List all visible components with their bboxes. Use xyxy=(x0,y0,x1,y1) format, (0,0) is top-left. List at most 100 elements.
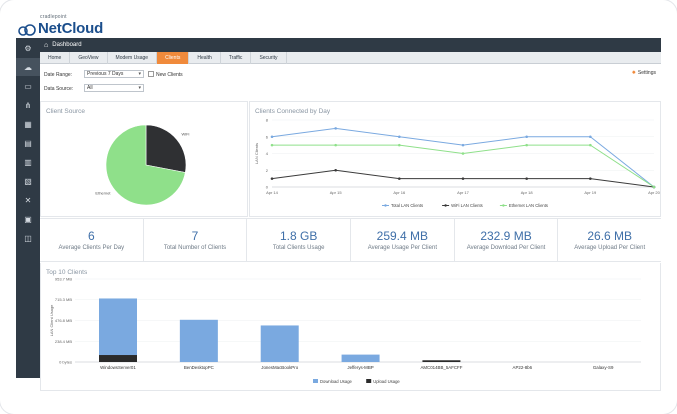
tab-security[interactable]: Security xyxy=(251,52,287,64)
sidebar: ⚙ ☁ ▭ ⋔ ▦ ▤ ▥ ▧ ✕ ▣ ◫ xyxy=(16,38,40,378)
stat-value: 6 xyxy=(87,229,95,243)
client-source-pie-chart: WiFi Ethernet xyxy=(95,124,190,206)
top-bar xyxy=(40,38,661,52)
stat-value: 259.4 MB xyxy=(376,229,429,243)
bar-upload xyxy=(422,360,461,362)
stat-value: 1.8 GB xyxy=(280,229,318,243)
clients-by-day-title: Clients Connected by Day xyxy=(255,108,331,115)
y-axis-label: LAN Client Usage xyxy=(49,304,54,337)
stat-label: Average Download Per Client xyxy=(466,245,546,251)
data-source-value: All xyxy=(87,85,93,91)
dashboard-cloud-icon[interactable]: ☁ xyxy=(16,58,40,76)
stat-value: 232.9 MB xyxy=(480,229,532,243)
date-range-value: Previous 7 Days xyxy=(87,71,124,77)
cloud-logo-icon xyxy=(18,24,36,36)
x-tick-label: Apr 19 xyxy=(584,190,597,195)
scheduler-icon[interactable]: ▣ xyxy=(24,214,32,224)
tools-icon[interactable]: ✕ xyxy=(24,195,32,205)
tab-modem-usage[interactable]: Modem Usage xyxy=(108,52,158,64)
client-source-panel: Client Source WiFi Ethernet xyxy=(40,101,248,217)
legend-label: Ethernet LAN Clients xyxy=(509,203,548,208)
bar-download xyxy=(99,298,137,362)
y-tick-label: 2 xyxy=(266,168,269,173)
y-tick-label: 0 bytes xyxy=(59,360,72,365)
series-point xyxy=(652,185,656,189)
brand-product: NetCloud xyxy=(38,20,104,37)
settings-gear-icon[interactable]: ⚙ xyxy=(24,43,32,53)
series-point xyxy=(525,143,528,147)
top-clients-title: Top 10 Clients xyxy=(46,269,88,276)
filter-bar: Date Range: Previous 7 Days ▾ New Client… xyxy=(44,70,662,98)
x-tick-label: JonesMacBookPro xyxy=(261,365,298,370)
tab-geoview[interactable]: GeoView xyxy=(70,52,108,64)
series-point xyxy=(461,143,465,147)
groups-icon[interactable]: ▦ xyxy=(24,119,32,129)
bar-download xyxy=(260,325,299,362)
tab-traffic[interactable]: Traffic xyxy=(221,52,252,64)
series-point xyxy=(461,177,465,180)
y-tick-label: 953.7 MB xyxy=(55,277,72,282)
legend-marker xyxy=(384,204,387,207)
series-point xyxy=(589,143,592,147)
clients-by-day-line-chart: 0 2 4 6 8 Apr 14 Apr 15 Apr 16 Apr 17 Apr 18 Apr 1… xyxy=(254,118,660,209)
network-share-icon[interactable]: ⋔ xyxy=(24,100,32,110)
home-icon[interactable]: ⌂ xyxy=(44,41,49,49)
tab-health[interactable]: Health xyxy=(189,52,221,64)
stat-label: Total Number of Clients xyxy=(163,245,227,251)
top-clients-panel: Top 10 Clients 0 bytes 238.4 MB 476.8 MB 71… xyxy=(40,263,661,391)
breadcrumb-label[interactable]: Dashboard xyxy=(52,42,82,48)
series-point xyxy=(589,177,592,180)
stat-avg-usage-per-client: 259.4 MB Average Usage Per Client xyxy=(351,219,455,261)
brand-company: cradlepoint xyxy=(40,14,67,20)
data-source-label: Data Source: xyxy=(44,86,74,92)
top-clients-bar-chart: 0 bytes 238.4 MB 476.8 MB 715.3 MB 953.7 MB L… xyxy=(49,277,641,384)
bar-download xyxy=(179,319,218,362)
stat-label: Average Clients Per Day xyxy=(58,245,125,251)
alerts-icon[interactable]: ▧ xyxy=(24,176,32,186)
stat-label: Average Upload Per Client xyxy=(574,245,646,251)
bar-download xyxy=(341,354,380,362)
stat-avg-download-per-client: 232.9 MB Average Download Per Client xyxy=(455,219,559,261)
tab-clients[interactable]: Clients xyxy=(157,52,190,64)
tab-home[interactable]: Home xyxy=(40,52,71,64)
series-point xyxy=(589,135,592,139)
document-icon[interactable]: ▤ xyxy=(24,138,32,148)
clients-by-day-panel: Clients Connected by Day 0 2 4 6 8 Apr 14 Apr … xyxy=(249,101,661,217)
new-clients-checkbox[interactable] xyxy=(148,71,154,77)
x-tick-label: AP22-8b6 xyxy=(513,365,533,370)
series-point xyxy=(270,143,274,147)
series-point xyxy=(334,143,337,147)
series-point xyxy=(270,135,274,139)
x-tick-label: Apr 14 xyxy=(266,190,279,195)
series-line-2 xyxy=(272,144,655,188)
series-point xyxy=(461,152,465,155)
series-point xyxy=(334,168,337,172)
x-tick-label: Jefferys-MBP xyxy=(347,365,373,370)
x-tick-label: Apr 17 xyxy=(457,190,470,195)
reports-icon[interactable]: ▥ xyxy=(24,157,32,167)
date-range-select[interactable]: Previous 7 Days ▾ xyxy=(84,70,144,78)
series-point xyxy=(525,135,528,139)
series-point xyxy=(334,127,337,130)
gear-icon: ✹ xyxy=(631,70,636,76)
settings-link[interactable]: ✹ Settings xyxy=(632,70,656,76)
chevron-down-icon: ▾ xyxy=(138,71,141,77)
stats-row: 6 Average Clients Per Day 7 Total Number… xyxy=(40,218,661,262)
breadcrumb: ⌂ Dashboard xyxy=(40,38,661,52)
devices-icon[interactable]: ▭ xyxy=(24,81,32,91)
stat-avg-clients-per-day: 6 Average Clients Per Day xyxy=(40,219,144,261)
legend-swatch xyxy=(313,379,318,383)
stat-label: Total Clients Usage xyxy=(272,245,325,251)
account-icon[interactable]: ◫ xyxy=(24,233,32,243)
series-point xyxy=(398,177,401,180)
y-axis-label: LAN Clients xyxy=(254,143,259,164)
legend-label: Upload Usage xyxy=(373,379,400,384)
stat-value: 26.6 MB xyxy=(587,229,633,243)
x-tick-label: AMC014BB_5AFCFF xyxy=(420,365,462,370)
legend-label: WiFi LAN Clients xyxy=(451,203,483,208)
series-point xyxy=(398,143,401,147)
data-source-select[interactable]: All ▾ xyxy=(84,84,144,92)
series-point xyxy=(525,177,528,180)
client-source-title: Client Source xyxy=(46,108,86,115)
stat-total-usage: 1.8 GB Total Clients Usage xyxy=(247,219,352,261)
